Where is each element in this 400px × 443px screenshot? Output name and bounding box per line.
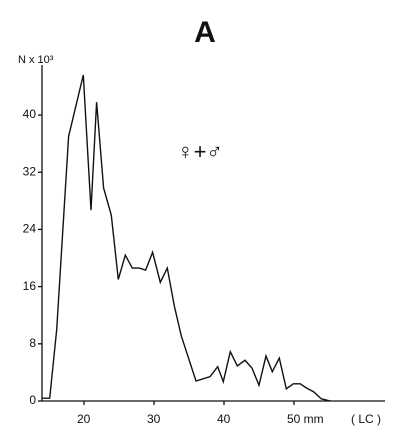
- y-axis-label: N x 10³: [18, 54, 54, 66]
- y-tick-label: 16: [23, 279, 37, 293]
- y-tick-label: 32: [23, 164, 37, 178]
- x-tick-label: 40: [217, 412, 231, 426]
- x-tick-label: 50 mm: [287, 412, 324, 426]
- y-tick-label: 8: [29, 336, 36, 350]
- y-tick-label: 24: [23, 222, 37, 236]
- annotation: ♀+♂: [177, 139, 223, 164]
- y-tick-label: 40: [23, 107, 37, 121]
- x-axis-label: ( LC ): [351, 412, 381, 426]
- y-tick-label: 0: [29, 393, 36, 407]
- data-line: [42, 74, 331, 402]
- x-tick-label: 20: [77, 412, 91, 426]
- x-tick-label: 30: [147, 412, 161, 426]
- chart-title: A: [194, 16, 216, 49]
